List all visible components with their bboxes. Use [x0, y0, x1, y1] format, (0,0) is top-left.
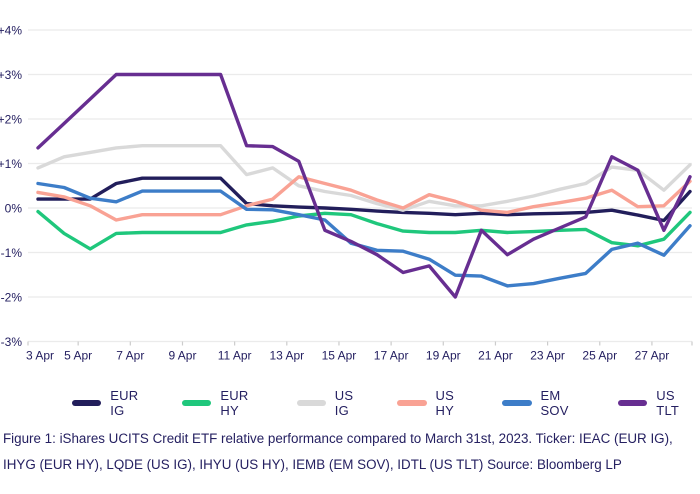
legend-swatch: [72, 400, 102, 406]
x-axis-label: 13 Apr: [269, 349, 304, 363]
y-axis-label: +2%: [0, 113, 22, 127]
x-axis-label: 23 Apr: [530, 349, 565, 363]
x-axis-label: 3 Apr: [26, 349, 54, 363]
x-axis-label: 21 Apr: [478, 349, 513, 363]
y-axis-label: +1%: [0, 157, 22, 171]
legend-label: EM SOV: [540, 388, 569, 418]
y-axis-label: 0%: [5, 202, 23, 216]
x-axis-label: 17 Apr: [374, 349, 409, 363]
legend-item-us-hy: US HY: [397, 388, 475, 418]
x-axis-label: 5 Apr: [64, 349, 92, 363]
y-axis-label: +3%: [0, 68, 22, 82]
series-line-us-ig: [36, 143, 692, 212]
legend-swatch: [296, 400, 326, 406]
series-line-us-hy: [36, 175, 692, 222]
y-axis-label: -3%: [1, 335, 23, 349]
x-axis-label: 25 Apr: [582, 349, 617, 363]
legend-item-us-ig: US IG: [296, 388, 371, 418]
legend-swatch: [502, 400, 532, 406]
series-line-eur-ig: [36, 176, 692, 223]
legend-item-us-tlt: US TLT: [618, 388, 700, 418]
legend-swatch: [618, 400, 648, 406]
legend-label: US TLT: [656, 388, 680, 418]
series-line-eur-hy: [36, 209, 692, 251]
y-axis-label: -2%: [1, 291, 23, 305]
legend-label: EUR IG: [110, 388, 139, 418]
line-chart: +4% +3% +2% +1% 0% -1% -2% -3%3 Apr 5 Apr 7 Apr 9 …: [0, 24, 693, 363]
x-axis-label: 9 Apr: [168, 349, 196, 363]
legend-label: EUR HY: [220, 388, 249, 418]
chart-legend: EUR IG EUR HY US IG US HY EM SOV US TLT: [72, 388, 700, 418]
series-line-us-tlt: [36, 72, 692, 299]
legend-swatch: [182, 400, 212, 406]
legend-item-em-sov: EM SOV: [502, 388, 591, 418]
x-axis-label: 27 Apr: [635, 349, 670, 363]
x-axis-label: 7 Apr: [116, 349, 144, 363]
x-axis-label: 19 Apr: [426, 349, 461, 363]
legend-swatch: [397, 400, 427, 406]
y-axis-label: +4%: [0, 24, 22, 38]
legend-label: US HY: [435, 388, 454, 418]
legend-label: US IG: [334, 388, 354, 418]
x-axis-label: 15 Apr: [322, 349, 357, 363]
y-axis-label: -1%: [1, 246, 23, 260]
legend-item-eur-ig: EUR IG: [72, 388, 155, 418]
x-axis-label: 11 Apr: [218, 349, 252, 363]
figure-caption: Figure 1: iShares UCITS Credit ETF relat…: [3, 431, 673, 472]
legend-item-eur-hy: EUR HY: [182, 388, 269, 418]
